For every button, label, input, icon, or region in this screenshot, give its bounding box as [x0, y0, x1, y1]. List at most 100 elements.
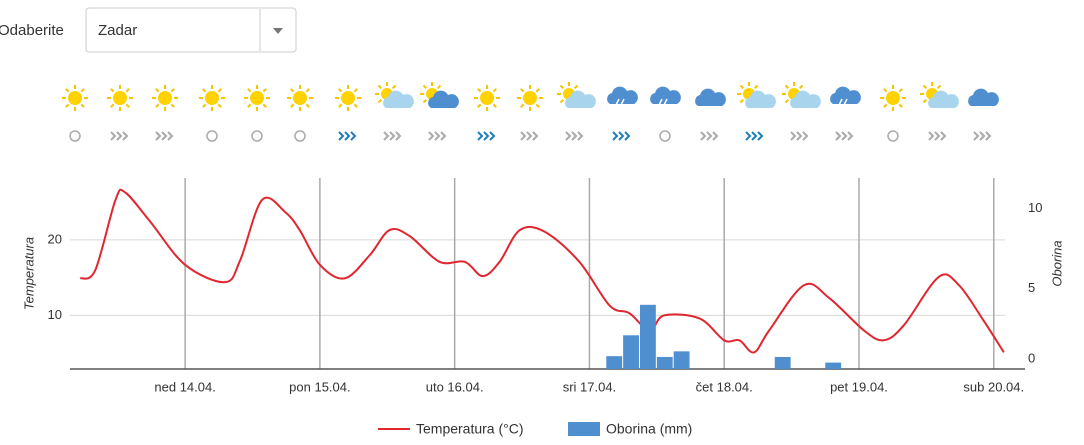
legend-label: Oborina (mm)	[606, 421, 692, 437]
rain	[658, 98, 668, 106]
sun-ray	[353, 103, 358, 108]
sun-ray	[492, 103, 497, 108]
sun-ray	[155, 88, 160, 93]
city-select[interactable]	[85, 7, 297, 53]
cloud	[928, 90, 959, 108]
y-axis-title: Temperatura	[21, 237, 36, 310]
sun-ray	[898, 88, 903, 93]
sun-ray	[784, 98, 790, 104]
sun-ray	[477, 88, 482, 93]
select-value: Zadar	[98, 22, 137, 39]
wind	[428, 131, 447, 141]
wind	[155, 131, 174, 141]
cloud	[565, 90, 596, 108]
precip-bar	[825, 362, 842, 369]
wind	[110, 131, 129, 141]
sun-ray	[739, 98, 745, 104]
sun-ray	[217, 88, 222, 93]
sun-ray	[247, 88, 252, 93]
sun-ray	[155, 103, 160, 108]
sun	[480, 91, 494, 105]
wind	[700, 131, 719, 141]
sun-ray	[883, 103, 888, 108]
temperature-line	[79, 188, 1005, 354]
select-label: Odaberite	[0, 22, 64, 39]
sun-ray	[535, 88, 540, 93]
sun-ray	[477, 103, 482, 108]
sun-ray	[559, 84, 565, 90]
sun-ray	[422, 98, 428, 104]
y2-tick-label: 10	[1028, 200, 1042, 215]
cloud	[428, 90, 459, 108]
forecast-icons	[62, 82, 999, 142]
cloud	[790, 90, 821, 108]
sun-ray	[338, 103, 343, 108]
wind	[520, 131, 539, 141]
x-tick-label: ned 14.04.	[154, 379, 215, 394]
sun-ray	[110, 88, 115, 93]
wind	[835, 131, 854, 141]
sun-ray	[305, 103, 310, 108]
sun-ray	[883, 88, 888, 93]
sun-ray	[753, 84, 759, 90]
chart: 10 20 0 5 10 ned 14.04. pon 15.04. uto 16.04. sr…	[21, 178, 1064, 437]
x-tick-label: sri 17.04.	[563, 379, 616, 394]
cloud	[650, 86, 681, 104]
wind	[565, 131, 584, 141]
sun-ray	[353, 88, 358, 93]
legend-swatch	[568, 422, 600, 436]
cloud	[695, 88, 726, 106]
select-caret	[273, 28, 283, 34]
wind	[338, 131, 357, 141]
sun	[205, 91, 219, 105]
sun-ray	[391, 84, 397, 90]
sun-ray	[262, 88, 267, 93]
calm	[659, 130, 671, 142]
calm	[251, 130, 263, 142]
sun-ray	[217, 103, 222, 108]
sun-ray	[170, 103, 175, 108]
sun-ray	[202, 88, 207, 93]
y2-tick-label: 0	[1028, 350, 1035, 365]
x-tick-label: uto 16.04.	[426, 379, 484, 394]
calm	[69, 130, 81, 142]
sun	[341, 91, 355, 105]
x-tick-label: pet 19.04.	[830, 379, 888, 394]
sun-ray	[290, 88, 295, 93]
sun-ray	[80, 103, 85, 108]
sun	[158, 91, 172, 105]
wind	[612, 131, 631, 141]
x-tick-label: sub 20.04.	[963, 379, 1024, 394]
sun-ray	[247, 103, 252, 108]
wind	[477, 131, 496, 141]
cloud	[607, 86, 638, 104]
sun-ray	[898, 103, 903, 108]
cloud	[383, 90, 414, 108]
sun-ray	[422, 84, 428, 90]
x-tick-label: pon 15.04.	[289, 379, 350, 394]
y-tick-label: 20	[48, 231, 62, 246]
cloud	[830, 86, 861, 104]
sun-ray	[573, 84, 579, 90]
wind	[790, 131, 809, 141]
sun-ray	[262, 103, 267, 108]
sun-ray	[125, 88, 130, 93]
sun-ray	[290, 103, 295, 108]
sun-ray	[520, 103, 525, 108]
precip-bar	[774, 356, 791, 369]
precip-bar	[606, 356, 623, 369]
sun	[68, 91, 82, 105]
wind	[928, 131, 947, 141]
sun-ray	[784, 84, 790, 90]
cloud	[968, 88, 999, 106]
y-tick-label: 10	[48, 307, 62, 322]
calm	[294, 130, 306, 142]
sun-ray	[520, 88, 525, 93]
sun	[523, 91, 537, 105]
sun-ray	[80, 88, 85, 93]
sun	[886, 91, 900, 105]
sun-ray	[65, 88, 70, 93]
sun-ray	[338, 88, 343, 93]
